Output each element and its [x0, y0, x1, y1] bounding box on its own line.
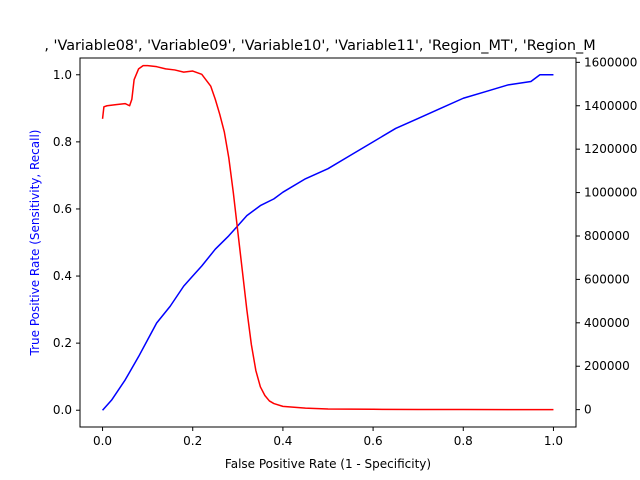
chart-title: , 'Variable08', 'Variable09', 'Variable1… [44, 38, 595, 54]
y-tick-label: 0.0 [53, 403, 72, 417]
y-axis-left: 0.0 0.2 0.4 0.6 0.8 1.0 [53, 68, 80, 417]
x-axis: 0.0 0.2 0.4 0.6 0.8 1.0 [93, 427, 563, 448]
y2-tick-label: 800000 [584, 229, 630, 243]
y2-tick-label: 1200000 [584, 142, 637, 156]
series-line-left [101, 74, 554, 411]
y-tick-label: 0.8 [53, 135, 72, 149]
y-axis-right: 0 200000 400000 600000 800000 1000000 1200000 1… [576, 55, 637, 417]
plot-frame [79, 57, 577, 428]
y-tick-label: 0.4 [53, 269, 72, 283]
y-axis-label: True Positive Rate (Sensitivity, Recall) [28, 130, 42, 357]
y2-tick-label: 200000 [584, 359, 630, 373]
x-axis-label: False Positive Rate (1 - Specificity) [225, 457, 431, 471]
y-tick-label: 0.6 [53, 202, 72, 216]
plot-area [101, 64, 554, 411]
x-tick-label: 0.6 [364, 434, 383, 448]
y-tick-label: 0.2 [53, 336, 72, 350]
x-tick-label: 0.4 [273, 434, 292, 448]
y2-tick-label: 1400000 [584, 99, 637, 113]
y2-tick-label: 0 [584, 403, 592, 417]
x-tick-label: 0.2 [183, 434, 202, 448]
x-tick-label: 1.0 [544, 434, 563, 448]
y2-tick-label: 600000 [584, 272, 630, 286]
y2-tick-label: 400000 [584, 316, 630, 330]
x-tick-label: 0.0 [93, 434, 112, 448]
series-line-right [101, 64, 554, 411]
x-tick-label: 0.8 [454, 434, 473, 448]
y2-tick-label: 1000000 [584, 186, 637, 200]
y2-tick-label: 1600000 [584, 55, 637, 69]
y-tick-label: 1.0 [53, 68, 72, 82]
